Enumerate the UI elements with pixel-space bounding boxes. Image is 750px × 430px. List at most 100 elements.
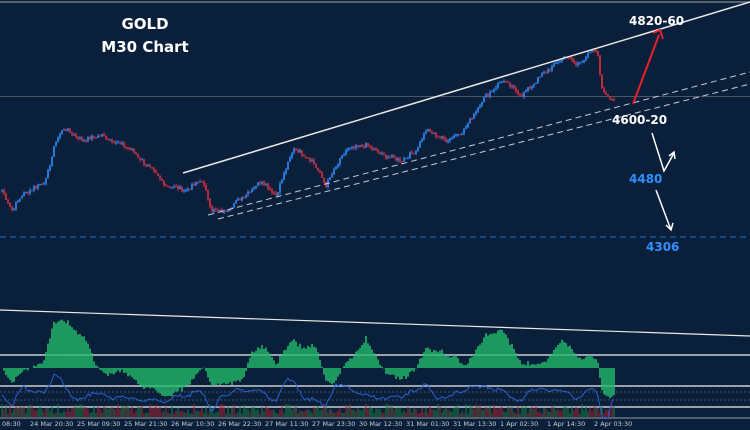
candle-body bbox=[417, 147, 419, 151]
candle-body bbox=[295, 148, 297, 150]
candle-body bbox=[163, 180, 165, 186]
candle-body bbox=[385, 154, 387, 159]
panel-separator bbox=[0, 406, 750, 408]
candle-body bbox=[233, 203, 235, 208]
candle-body bbox=[605, 92, 607, 95]
candle-body bbox=[349, 147, 351, 149]
candle-body bbox=[105, 135, 107, 139]
candle-body bbox=[515, 87, 517, 92]
candle-body bbox=[427, 129, 429, 132]
candle-body bbox=[353, 146, 355, 148]
candle-body bbox=[525, 90, 527, 93]
candle-body bbox=[307, 157, 309, 159]
candle-body bbox=[479, 105, 481, 108]
candle-body bbox=[391, 155, 393, 158]
candle-body bbox=[177, 186, 179, 190]
candle-body bbox=[581, 62, 583, 64]
candle-body bbox=[503, 81, 505, 83]
level-label-4480: 4480 bbox=[629, 172, 663, 186]
candle-body bbox=[305, 156, 307, 158]
candle-body bbox=[219, 209, 221, 211]
candle-body bbox=[317, 167, 319, 171]
candle-body bbox=[331, 174, 333, 178]
candle-body bbox=[365, 143, 367, 148]
candle-body bbox=[17, 200, 19, 203]
candle-body bbox=[497, 83, 499, 88]
candle-body bbox=[429, 129, 431, 132]
candle-body bbox=[475, 111, 477, 114]
candle-body bbox=[199, 181, 201, 183]
candle-body bbox=[443, 136, 445, 139]
candle-body bbox=[133, 148, 135, 153]
candle-body bbox=[315, 164, 317, 168]
lower-channel-dashed-1 bbox=[207, 71, 750, 216]
x-tick-label: 27 Mar 11:30 bbox=[265, 420, 309, 428]
candle-body bbox=[57, 137, 59, 142]
candle-body bbox=[229, 208, 231, 211]
candle-body bbox=[145, 164, 147, 166]
candle-body bbox=[551, 65, 553, 71]
candle-body bbox=[499, 82, 501, 84]
candle-body bbox=[129, 148, 131, 150]
candle-body bbox=[539, 76, 541, 78]
candle-body bbox=[35, 186, 37, 188]
candle-body bbox=[369, 146, 371, 148]
candle-body bbox=[241, 196, 243, 201]
candle-body bbox=[483, 97, 485, 102]
rsi-line bbox=[1, 373, 615, 420]
candle-body bbox=[437, 136, 439, 138]
candle-body bbox=[255, 186, 257, 189]
candle-body bbox=[39, 183, 41, 185]
candle-body bbox=[193, 184, 195, 186]
support-label-4600-20: 4600-20 bbox=[612, 113, 668, 127]
down-arrow-icon bbox=[655, 189, 674, 232]
candle-body bbox=[215, 209, 217, 211]
candle-body bbox=[203, 181, 205, 185]
candle-body bbox=[281, 179, 283, 184]
candle-body bbox=[123, 143, 125, 147]
candle-body bbox=[399, 158, 401, 162]
candle-body bbox=[341, 155, 343, 159]
candle-body bbox=[511, 85, 513, 87]
down-up-arrow-icon bbox=[651, 132, 676, 173]
candle-body bbox=[117, 142, 119, 144]
candle-body bbox=[527, 87, 529, 91]
candle-body bbox=[47, 170, 49, 179]
level-label-4306: 4306 bbox=[646, 240, 680, 254]
candle-body bbox=[609, 96, 611, 99]
candle-body bbox=[309, 158, 311, 161]
candle-body bbox=[409, 152, 411, 159]
x-tick-label: 26 Mar 10:30 bbox=[171, 420, 215, 428]
candle-body bbox=[311, 159, 313, 161]
candle-body bbox=[493, 88, 495, 92]
candle-body bbox=[297, 149, 299, 153]
candle-body bbox=[167, 185, 169, 187]
candle-body bbox=[465, 127, 467, 130]
chart-title: GOLD bbox=[121, 15, 169, 33]
candle-body bbox=[383, 153, 385, 155]
candle-body bbox=[607, 94, 609, 97]
candle-body bbox=[445, 138, 447, 143]
candle-body bbox=[573, 60, 575, 64]
candle-body bbox=[171, 187, 173, 189]
candle-body bbox=[185, 189, 187, 191]
candle-body bbox=[217, 209, 219, 211]
up-arrow-line bbox=[632, 34, 660, 105]
candle-body bbox=[251, 189, 253, 193]
candle-body bbox=[135, 152, 137, 155]
candle-body bbox=[237, 198, 239, 201]
candle-body bbox=[207, 190, 209, 200]
candle-body bbox=[211, 206, 213, 212]
candle-body bbox=[377, 150, 379, 153]
candle-body bbox=[339, 158, 341, 165]
x-tick-label: 2 Apr 03:30 bbox=[594, 420, 633, 428]
candle-body bbox=[519, 94, 521, 96]
candle-body bbox=[71, 132, 73, 135]
candle-body bbox=[29, 190, 31, 194]
candle-body bbox=[77, 136, 79, 140]
x-tick-label: 1 Apr 02:30 bbox=[500, 420, 539, 428]
candle-body bbox=[559, 60, 561, 63]
candle-body bbox=[223, 210, 225, 213]
